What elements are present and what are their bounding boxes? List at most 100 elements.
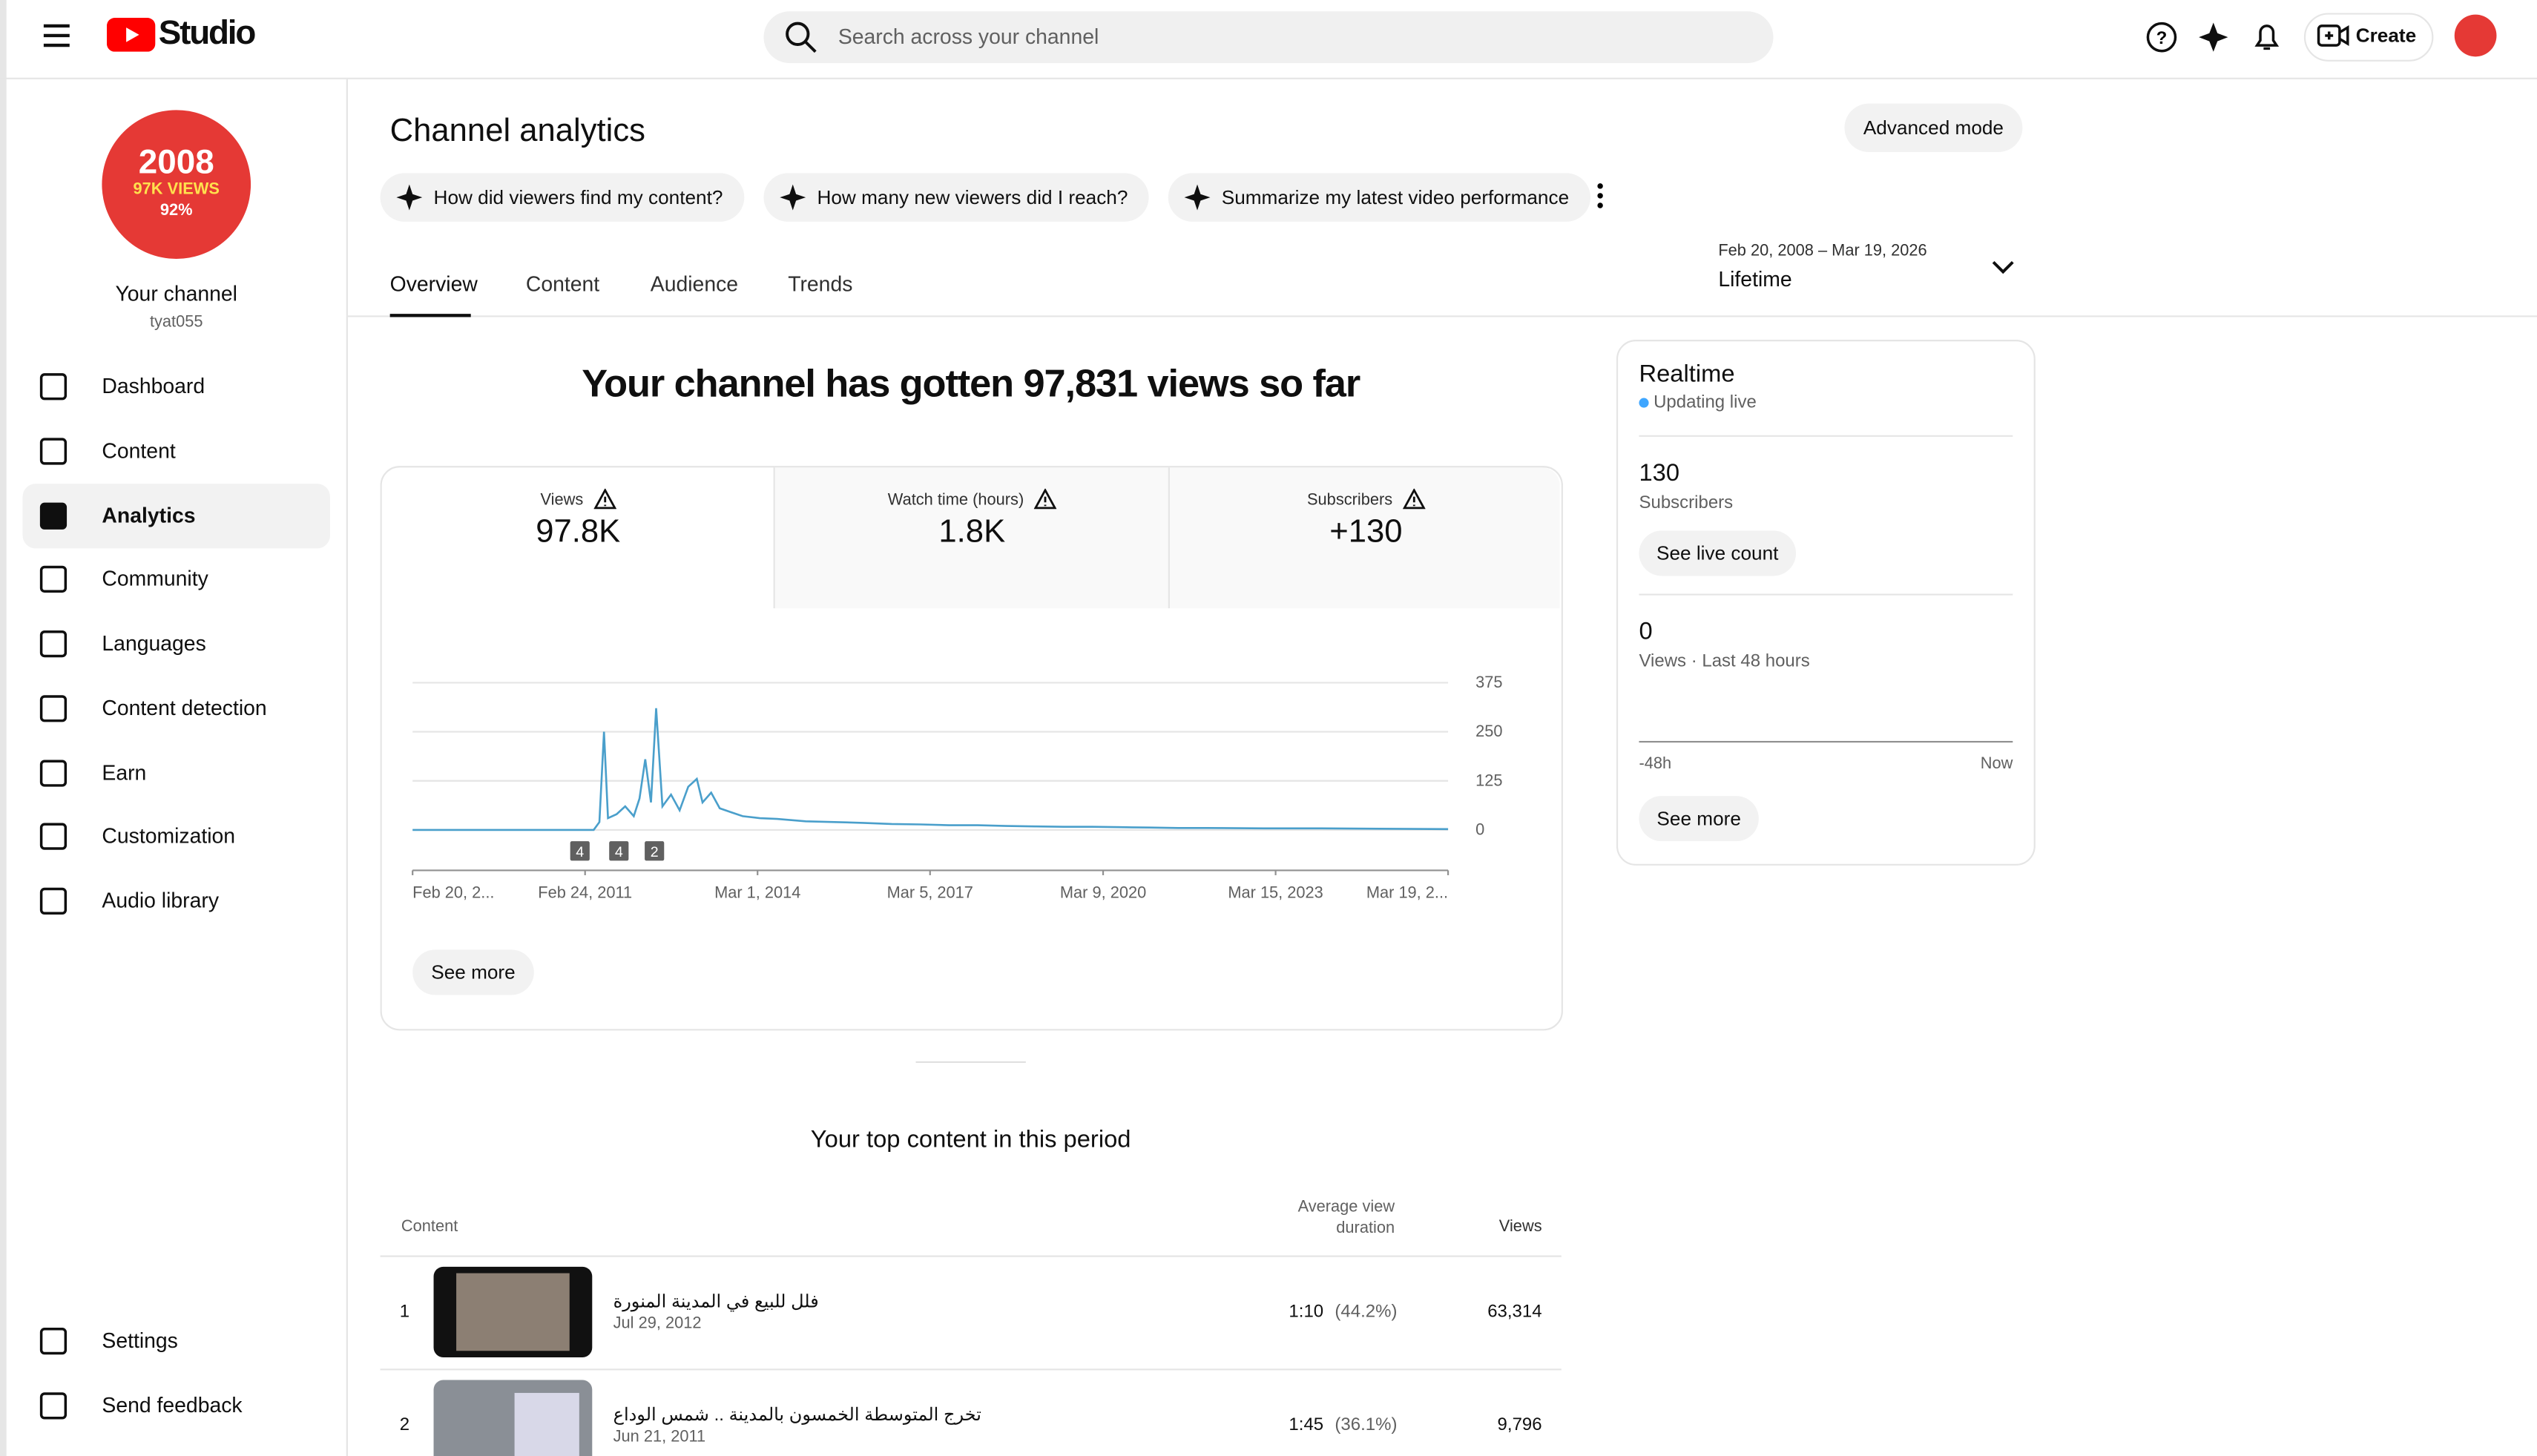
channel-handle: tyat055 xyxy=(149,314,203,332)
menu-icon[interactable] xyxy=(42,23,71,49)
y-tick-label: 250 xyxy=(1475,722,1502,740)
y-tick-label: 125 xyxy=(1475,771,1502,789)
row-divider xyxy=(380,1368,1562,1371)
nav-active[interactable] xyxy=(22,483,330,548)
overview-card xyxy=(380,466,1563,1031)
avatar-line: 2008 xyxy=(138,144,214,182)
nav-item[interactable]: Customization xyxy=(102,823,236,849)
annotation-count: 4 xyxy=(576,844,584,860)
nav-item[interactable]: Analytics xyxy=(102,502,196,527)
create-icon xyxy=(2317,24,2349,47)
divider xyxy=(1639,593,2013,596)
logo-text[interactable]: Studio xyxy=(158,14,257,52)
rank: 1 xyxy=(399,1302,410,1322)
date-range[interactable]: Feb 20, 2008 – Mar 19, 2026 xyxy=(1718,243,1927,261)
x-tick-label: Mar 5, 2017 xyxy=(887,883,973,902)
nav-item[interactable]: Audio library xyxy=(102,888,220,913)
nav-item[interactable]: Content xyxy=(102,438,176,463)
metric-value: 1.8K xyxy=(938,514,1006,550)
search-icon xyxy=(786,22,817,53)
tab[interactable]: Audience xyxy=(650,271,739,297)
thumbnail[interactable] xyxy=(433,1380,593,1456)
col-header: Views xyxy=(1498,1218,1542,1236)
nav-icon xyxy=(39,694,68,722)
nav-item[interactable]: Dashboard xyxy=(102,373,205,398)
warning-icon xyxy=(593,487,616,510)
x-tick-label: Feb 24, 2011 xyxy=(538,883,632,902)
thumbnail[interactable] xyxy=(433,1266,593,1357)
row-divider xyxy=(380,1255,1562,1257)
metric-bg xyxy=(774,467,1560,609)
avg-duration: 1:10 xyxy=(1289,1302,1324,1322)
prompt-chip[interactable]: How did viewers find my content? xyxy=(380,173,744,222)
realtime-baseline xyxy=(1639,740,2013,743)
tab-underline xyxy=(389,314,471,317)
annotation-marker xyxy=(609,841,629,861)
col-header: Content xyxy=(401,1218,458,1236)
period[interactable]: Lifetime xyxy=(1718,266,1792,291)
nav-icon xyxy=(39,1392,68,1420)
video-title[interactable]: فلل للبيع في المدينة المنورة xyxy=(613,1292,819,1312)
video-title[interactable]: تخرج المتوسطة الخمسون بالمدينة .. شمس ال… xyxy=(613,1406,981,1426)
tab[interactable]: Overview xyxy=(389,271,478,297)
live-count-button[interactable]: See live count xyxy=(1639,530,1797,576)
see-more-button[interactable]: See more xyxy=(412,949,534,995)
tabs-divider xyxy=(347,315,2537,317)
header-icons[interactable]: ? xyxy=(2145,19,2300,55)
search-box[interactable] xyxy=(763,11,1774,64)
tab[interactable]: Content xyxy=(525,271,600,297)
video-date: Jun 21, 2011 xyxy=(613,1428,706,1446)
headline: Your channel has gotten 97,831 views so … xyxy=(582,362,1360,406)
page-title: Channel analytics xyxy=(389,113,645,149)
warning-icon xyxy=(1033,487,1057,510)
views-value: 0 xyxy=(1639,618,1653,646)
y-tick-label: 375 xyxy=(1475,673,1502,691)
dropdown-icon[interactable] xyxy=(1992,259,2015,275)
nav-item[interactable]: Send feedback xyxy=(102,1392,243,1417)
create-button[interactable] xyxy=(2303,13,2434,62)
annotation-marker xyxy=(570,841,590,861)
axis-end: Now xyxy=(1980,755,2013,774)
realtime-see-more[interactable]: See more xyxy=(1639,796,1759,842)
metric-value: +130 xyxy=(1329,514,1403,550)
realtime-card xyxy=(1616,340,2036,866)
nav-icon xyxy=(39,437,68,465)
more-icon[interactable] xyxy=(1592,181,1608,210)
tab[interactable]: Trends xyxy=(788,271,853,297)
live-dot xyxy=(1639,398,1649,408)
nav-icon xyxy=(39,1328,68,1355)
nav-item[interactable]: Earn xyxy=(102,760,147,784)
logo-icon[interactable] xyxy=(106,17,156,52)
nav-item[interactable]: Languages xyxy=(102,630,206,656)
nav-icon xyxy=(39,823,68,851)
divider xyxy=(1639,435,2013,437)
create-label[interactable]: Create xyxy=(2355,24,2417,47)
views: 9,796 xyxy=(1497,1415,1542,1435)
nav-item[interactable]: Settings xyxy=(102,1328,178,1353)
account-avatar[interactable] xyxy=(2454,14,2497,57)
advanced-mode-button[interactable]: Advanced mode xyxy=(1844,103,2023,153)
sidebar-border xyxy=(346,79,348,1456)
svg-text:?: ? xyxy=(2156,28,2168,48)
spark-icon xyxy=(780,184,806,211)
prompt-chip[interactable]: Summarize my latest video performance xyxy=(1168,173,1590,222)
col-header: Average view duration xyxy=(1297,1199,1395,1238)
nav-item[interactable]: Community xyxy=(102,566,208,591)
prompt-chip[interactable]: How many new viewers did I reach? xyxy=(763,173,1149,222)
nav-item[interactable]: Content detection xyxy=(102,695,267,720)
thumbnail-image xyxy=(514,1392,579,1456)
metric-label: Watch time (hours) xyxy=(775,487,1168,510)
axis-start: -48h xyxy=(1639,755,1672,774)
nav-icon xyxy=(39,887,68,915)
channel-title: Your channel xyxy=(115,281,237,306)
avg-percent: (44.2%) xyxy=(1335,1302,1398,1322)
warning-icon xyxy=(1402,487,1426,510)
views-line xyxy=(412,708,1449,831)
x-tick-label: Mar 1, 2014 xyxy=(714,883,800,902)
avatar-line: 92% xyxy=(159,202,193,220)
frame xyxy=(0,0,7,1456)
channel-avatar[interactable]: 2008 97K VIEWS 92% xyxy=(102,110,251,259)
annotation-count: 4 xyxy=(615,844,623,860)
